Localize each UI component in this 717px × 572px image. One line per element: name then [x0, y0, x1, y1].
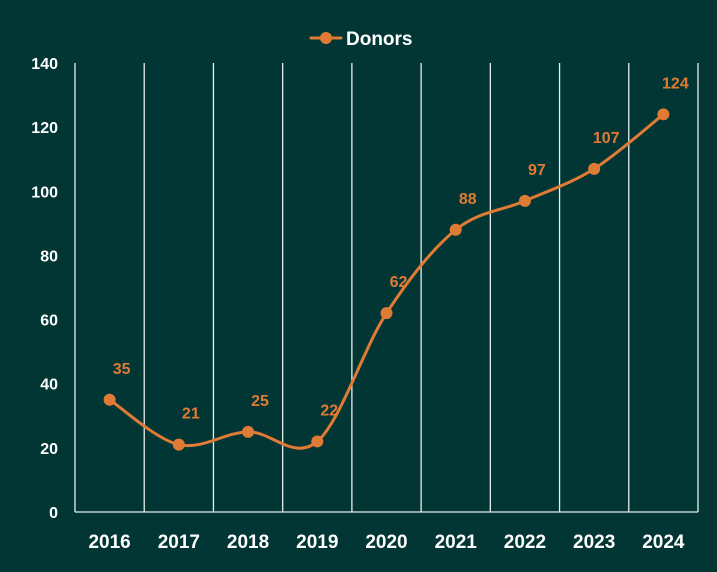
- y-tick-label: 100: [31, 184, 58, 201]
- x-tick-label: 2024: [642, 532, 685, 553]
- series-donors: [103, 108, 670, 451]
- data-label: 22: [320, 402, 338, 419]
- x-tick-label: 2023: [573, 532, 615, 553]
- series-line-donors: [108, 113, 665, 450]
- data-label: 35: [113, 361, 131, 378]
- data-label: 21: [182, 406, 200, 423]
- y-tick-label: 40: [40, 377, 58, 394]
- y-tick-label: 0: [49, 505, 58, 522]
- data-label: 88: [459, 191, 477, 208]
- data-label: 62: [390, 274, 408, 291]
- data-point: [103, 393, 116, 406]
- data-point: [518, 194, 531, 207]
- y-tick-label: 60: [40, 313, 58, 330]
- y-tick-label: 120: [31, 120, 58, 137]
- y-tick-label: 80: [40, 248, 58, 265]
- data-point: [380, 307, 393, 320]
- data-label: 124: [662, 75, 689, 92]
- x-tick-label: 2021: [435, 532, 478, 553]
- legend-label: Donors: [346, 29, 413, 50]
- data-point: [172, 438, 185, 451]
- data-label: 25: [251, 393, 269, 410]
- x-tick-label: 2022: [504, 532, 546, 553]
- data-point: [588, 162, 601, 175]
- data-label: 97: [528, 162, 546, 179]
- x-tick-label: 2020: [365, 532, 407, 553]
- data-point: [657, 108, 670, 121]
- x-tick-label: 2018: [227, 532, 269, 553]
- y-tick-label: 20: [40, 441, 58, 458]
- legend-marker: [320, 32, 332, 44]
- data-point: [449, 223, 462, 236]
- data-labels: 35 21 25 22 62 88 97 107 124: [113, 75, 689, 422]
- y-tick-label: 140: [31, 56, 58, 73]
- data-point: [311, 435, 324, 448]
- x-tick-label: 2017: [158, 532, 200, 553]
- data-label: 107: [593, 130, 620, 147]
- gridlines: [74, 63, 699, 512]
- data-point: [242, 425, 255, 438]
- x-tick-label: 2019: [296, 532, 338, 553]
- legend: Donors: [309, 29, 413, 50]
- x-tick-label: 2016: [88, 532, 130, 553]
- axes: 0 20 40 60 80 100 120 140 2016 2017 2018 2019 2020 20…: [31, 56, 698, 553]
